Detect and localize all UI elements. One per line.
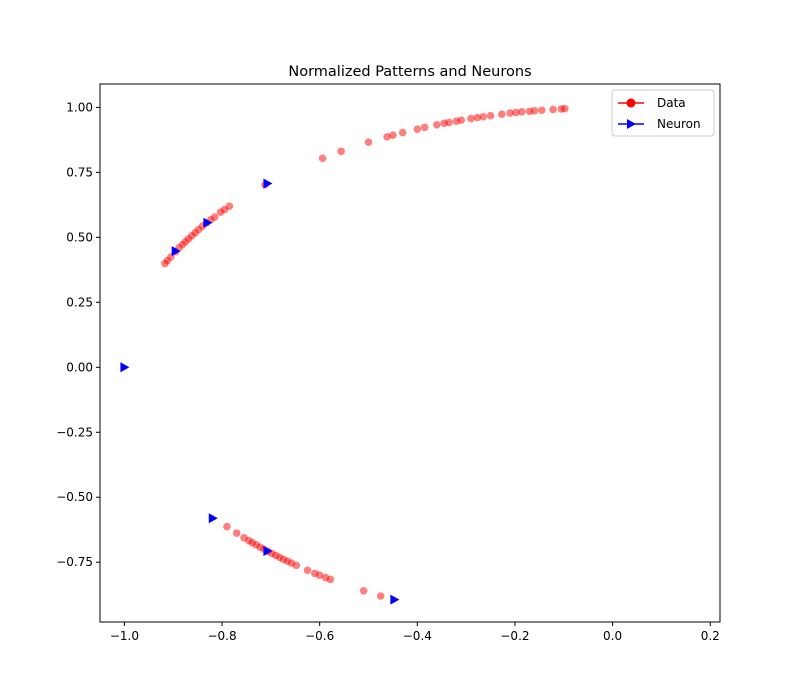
x-axis: −1.0 −0.8 −0.6 −0.4 −0.2 0.0 0.2 [110, 622, 720, 643]
data-series [120, 104, 569, 605]
chart-title: Normalized Patterns and Neurons [288, 64, 531, 80]
data-point [497, 110, 506, 118]
legend-neuron-label: Neuron [657, 117, 701, 131]
data-point [315, 571, 324, 580]
data-point [337, 147, 345, 156]
x-tick-label: −0.2 [500, 629, 529, 643]
data-point [486, 111, 495, 120]
legend-data-marker [626, 98, 636, 108]
data-point [538, 106, 546, 115]
data-point [413, 125, 422, 134]
data-point [433, 121, 441, 129]
x-tick-label: −0.6 [305, 629, 334, 643]
data-point [549, 105, 557, 114]
data-point [517, 108, 526, 116]
y-tick-label: 0.00 [66, 360, 93, 374]
x-tick-label: 0.2 [701, 629, 720, 643]
data-point [232, 529, 241, 537]
data-point [303, 566, 312, 575]
data-point [364, 138, 373, 147]
legend-neuron-marker [627, 119, 636, 129]
data-point [383, 132, 391, 141]
neuron-point [208, 513, 218, 524]
y-tick-label: −0.75 [56, 555, 93, 569]
data-point [292, 561, 301, 570]
x-tick-label: 0.0 [603, 629, 622, 643]
x-tick-label: −0.8 [207, 629, 236, 643]
data-point [326, 575, 335, 584]
data-point [506, 109, 514, 117]
y-tick-label: 0.75 [66, 165, 93, 179]
y-tick-label: 0.25 [66, 295, 93, 309]
y-tick-label: 0.50 [66, 230, 93, 244]
neuron-point [203, 217, 213, 228]
y-axis: 1.00 0.75 0.50 0.25 0.00 −0.25 −0.50 −0.75 [56, 100, 100, 569]
data-point [376, 592, 385, 600]
legend: Data Neuron [611, 89, 715, 137]
data-point [318, 154, 327, 163]
neuron-point [120, 362, 130, 373]
neuron-point [263, 178, 273, 189]
data-point [223, 522, 231, 531]
x-tick-label: −0.4 [403, 629, 432, 643]
data-point [530, 106, 539, 115]
data-point [445, 118, 453, 127]
data-point [210, 213, 219, 221]
y-tick-label: 1.00 [66, 100, 93, 114]
legend-data-label: Data [657, 96, 686, 110]
neuron-point [263, 546, 273, 557]
y-tick-label: −0.50 [56, 490, 93, 504]
data-point [473, 113, 482, 122]
x-tick-label: −1.0 [110, 629, 139, 643]
data-point [398, 128, 407, 137]
data-point [389, 131, 397, 140]
neuron-point [390, 594, 400, 605]
data-point [479, 112, 488, 121]
data-point [420, 123, 429, 132]
data-point [512, 108, 520, 117]
data-point [467, 114, 475, 123]
data-point [457, 116, 466, 124]
neuron-point [171, 246, 181, 257]
y-tick-label: −0.25 [56, 425, 93, 439]
plot-frame [99, 83, 721, 623]
data-point [225, 202, 234, 210]
data-point [359, 587, 368, 595]
data-point [560, 104, 569, 113]
